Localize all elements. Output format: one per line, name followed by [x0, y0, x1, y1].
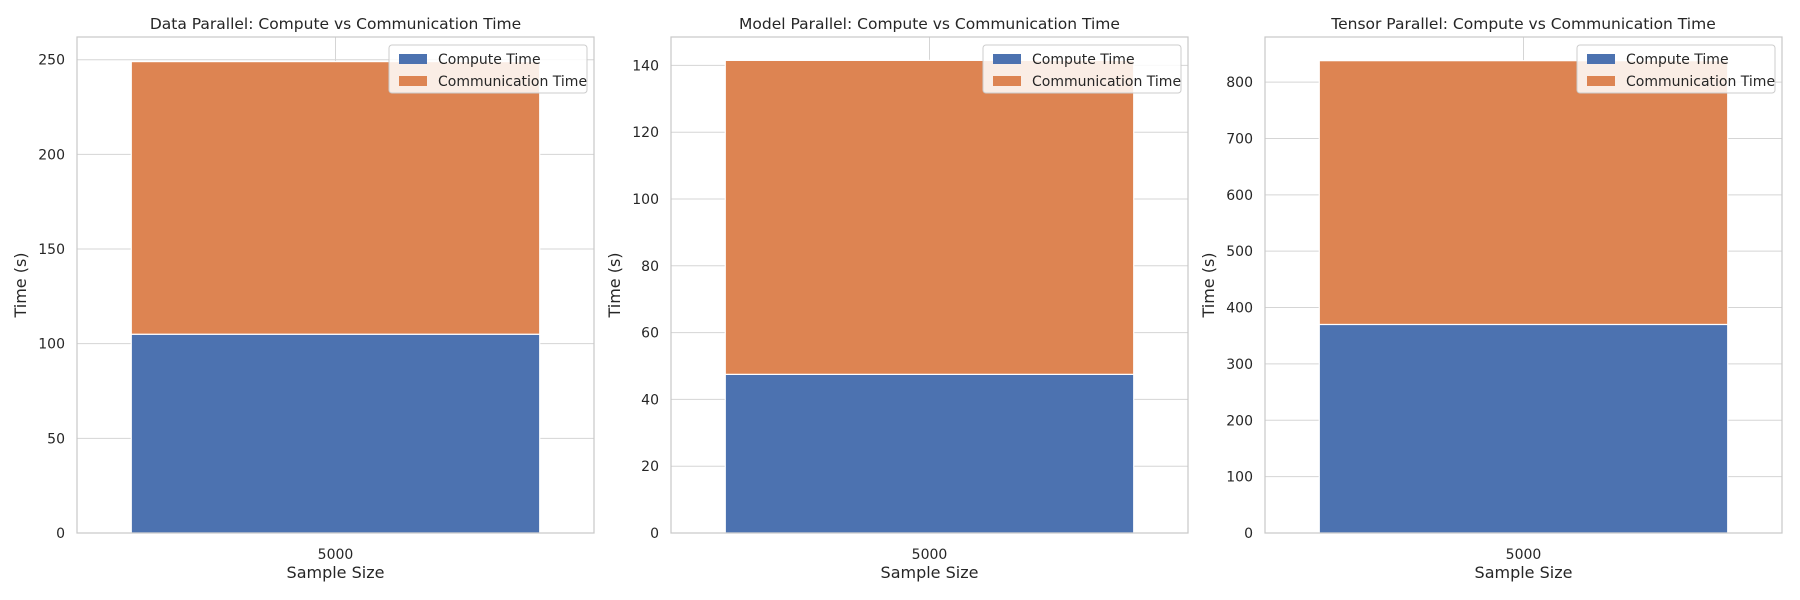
y-tick-label: 250: [38, 53, 65, 69]
y-tick-label: 400: [1226, 301, 1253, 317]
plot-frame: [1264, 36, 1783, 534]
legend-label: Compute Time: [1626, 52, 1729, 68]
y-tick-label: 200: [38, 147, 65, 163]
legend-box: [388, 44, 588, 94]
chart-panel-1: 0 50 100 150 200 250 5000 Data Parallel: Comput…: [11, 15, 595, 582]
plot-frame: [670, 36, 1189, 534]
x-axis-label: Sample Size: [881, 563, 979, 582]
y-tick-label: 60: [641, 326, 659, 342]
y-tick-label: 0: [1244, 526, 1253, 542]
x-tick-label: 5000: [912, 547, 948, 563]
y-tick-label: 0: [650, 526, 659, 542]
y-tick-label: 150: [38, 242, 65, 258]
x-tick-label: 5000: [1506, 547, 1542, 563]
y-tick-label: 100: [632, 192, 659, 208]
bar-communication-time-5000: [1318, 60, 1729, 326]
bar-compute-time-5000: [724, 373, 1135, 534]
legend-label: Communication Time: [1032, 74, 1181, 90]
legend-box: [1576, 44, 1776, 94]
y-axis-label: Time (s): [1199, 252, 1218, 318]
chart-panel-3: 0 100 200 300 400 500 600 700 800 5000 Tensor Para…: [1199, 15, 1783, 582]
legend: Compute Time Communication Time: [1576, 44, 1776, 94]
y-tick-label: 140: [632, 58, 659, 74]
legend: Compute Time Communication Time: [982, 44, 1182, 94]
x-axis-label: Sample Size: [1475, 563, 1573, 582]
y-tick-label: 800: [1226, 75, 1253, 91]
y-tick-label: 600: [1226, 188, 1253, 204]
x-axis-label: Sample Size: [287, 563, 385, 582]
plot-frame: [76, 36, 595, 534]
y-tick-label: 300: [1226, 357, 1253, 373]
y-tick-label: 0: [56, 526, 65, 542]
legend-label: Compute Time: [438, 52, 541, 68]
y-tick-label: 700: [1226, 131, 1253, 147]
legend-label: Communication Time: [438, 74, 587, 90]
legend-box: [982, 44, 1182, 94]
y-axis-label: Time (s): [11, 252, 30, 318]
legend-label: Communication Time: [1626, 74, 1775, 90]
legend-swatch: [399, 76, 427, 86]
chart-panel-2: 0 20 40 60 80 100 120 140 5000 Model Parallel: Co…: [605, 15, 1189, 582]
y-tick-label: 120: [632, 125, 659, 141]
legend-swatch: [399, 54, 427, 64]
bar-compute-time-5000: [1318, 323, 1729, 534]
y-tick-label: 40: [641, 392, 659, 408]
chart-title: Tensor Parallel: Compute vs Communicatio…: [1330, 15, 1716, 33]
y-tick-label: 100: [1226, 470, 1253, 486]
bar-communication-time-5000: [130, 61, 541, 335]
legend-swatch: [1587, 54, 1615, 64]
chart-title: Data Parallel: Compute vs Communication …: [150, 15, 521, 33]
y-axis-label: Time (s): [605, 252, 624, 318]
x-tick-label: 5000: [318, 547, 354, 563]
bar-communication-time-5000: [724, 59, 1135, 375]
y-tick-label: 200: [1226, 413, 1253, 429]
chart-title: Model Parallel: Compute vs Communication…: [739, 15, 1120, 33]
legend: Compute Time Communication Time: [388, 44, 588, 94]
legend-label: Compute Time: [1032, 52, 1135, 68]
y-tick-label: 20: [641, 459, 659, 475]
y-tick-label: 80: [641, 259, 659, 275]
bar-compute-time-5000: [130, 333, 541, 534]
y-tick-label: 500: [1226, 244, 1253, 260]
y-tick-label: 50: [47, 431, 65, 447]
legend-swatch: [993, 76, 1021, 86]
legend-swatch: [993, 54, 1021, 64]
y-tick-label: 100: [38, 337, 65, 353]
legend-swatch: [1587, 76, 1615, 86]
